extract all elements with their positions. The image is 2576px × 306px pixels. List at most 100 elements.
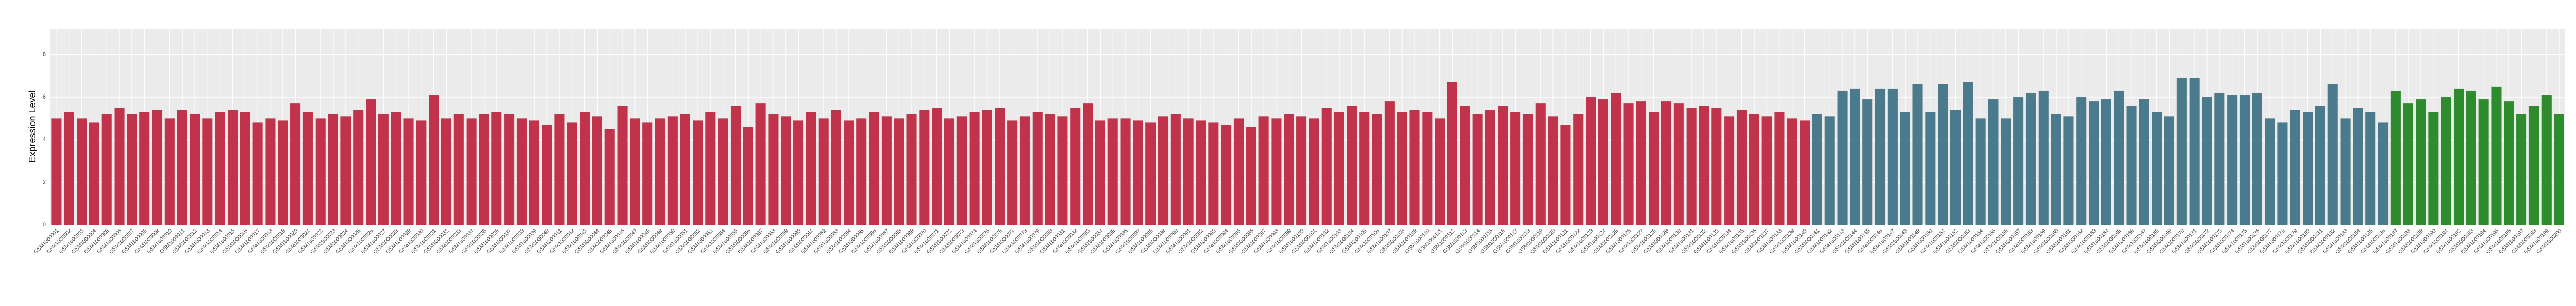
bar (2277, 122, 2288, 225)
y-axis-title: Expression Level (27, 90, 37, 162)
bar (2554, 114, 2564, 225)
bar (554, 114, 565, 225)
bar (1812, 114, 1822, 225)
y-tick-label: 6 (43, 94, 46, 100)
bar (1598, 99, 1608, 225)
bar (265, 118, 276, 225)
bar (2541, 95, 2552, 225)
bar (617, 106, 628, 225)
bar (2038, 90, 2049, 225)
bar (1699, 106, 1709, 225)
bar (969, 112, 980, 225)
bar (290, 103, 301, 225)
bar (1673, 103, 1684, 225)
bar (1649, 112, 1659, 225)
y-tick-label: 0 (43, 222, 46, 228)
bar (1133, 120, 1143, 225)
bar (1837, 90, 1848, 225)
bar (1057, 116, 1068, 225)
bar (1938, 84, 1948, 225)
bar (89, 122, 99, 225)
bar (1409, 110, 1420, 225)
bar (1661, 101, 1672, 225)
bar (278, 120, 288, 225)
bar (1083, 103, 1093, 225)
bar (2403, 103, 2413, 225)
bar (227, 110, 238, 225)
bar (2051, 114, 2061, 225)
bar (2353, 108, 2363, 225)
bar (1586, 97, 1596, 225)
bar (1221, 125, 1232, 225)
bar (2365, 112, 2376, 225)
bar (1925, 112, 1936, 225)
bar (1321, 108, 1332, 225)
bar (1334, 112, 1344, 225)
bar (1170, 114, 1181, 225)
bar (995, 108, 1005, 225)
bar (1887, 88, 1898, 225)
bar (2063, 116, 2074, 225)
bar (730, 106, 741, 225)
bar (2214, 92, 2225, 225)
bar (429, 95, 439, 225)
bar (1749, 114, 1759, 225)
bar (1900, 112, 1910, 225)
bar (302, 112, 313, 225)
bar (1510, 112, 1521, 225)
bar (655, 118, 666, 225)
bar (2114, 90, 2124, 225)
bar (2315, 106, 2325, 225)
bar (127, 114, 137, 225)
bar (340, 116, 351, 225)
bar (667, 116, 678, 225)
bar (252, 122, 263, 225)
bar (1711, 108, 1722, 225)
bar (856, 118, 867, 225)
bar (542, 125, 552, 225)
bar (718, 118, 728, 225)
bar (1158, 116, 1169, 225)
bar (1384, 101, 1395, 225)
bar (1472, 114, 1483, 225)
bar (240, 112, 250, 225)
bar (391, 112, 401, 225)
bar (1611, 92, 1621, 225)
bar (2441, 97, 2451, 225)
bar (2164, 116, 2175, 225)
bar (869, 112, 879, 225)
bar (2025, 92, 2036, 225)
bar (1435, 118, 1445, 225)
bar (378, 114, 389, 225)
bar (844, 120, 854, 225)
bar (2239, 95, 2250, 225)
bar (1397, 112, 1407, 225)
bar (2428, 112, 2439, 225)
bar (793, 120, 804, 225)
bar (101, 114, 112, 225)
bar (1988, 99, 1999, 225)
bar (956, 116, 967, 225)
bar (693, 120, 703, 225)
bar (755, 103, 766, 225)
bar (705, 112, 716, 225)
bar (51, 118, 62, 225)
y-tick-label: 4 (43, 137, 46, 143)
bar (818, 118, 829, 225)
bar (831, 110, 841, 225)
bar (2516, 114, 2527, 225)
bar (1498, 106, 1508, 225)
bar (177, 110, 187, 225)
y-tick-label: 8 (43, 51, 46, 58)
bar (1196, 120, 1206, 225)
bar (453, 114, 464, 225)
bar (2290, 110, 2300, 225)
bar (190, 114, 200, 225)
bar (215, 112, 225, 225)
bar (1422, 112, 1433, 225)
bar (2252, 92, 2262, 225)
bar (491, 112, 502, 225)
bar (1522, 114, 1533, 225)
